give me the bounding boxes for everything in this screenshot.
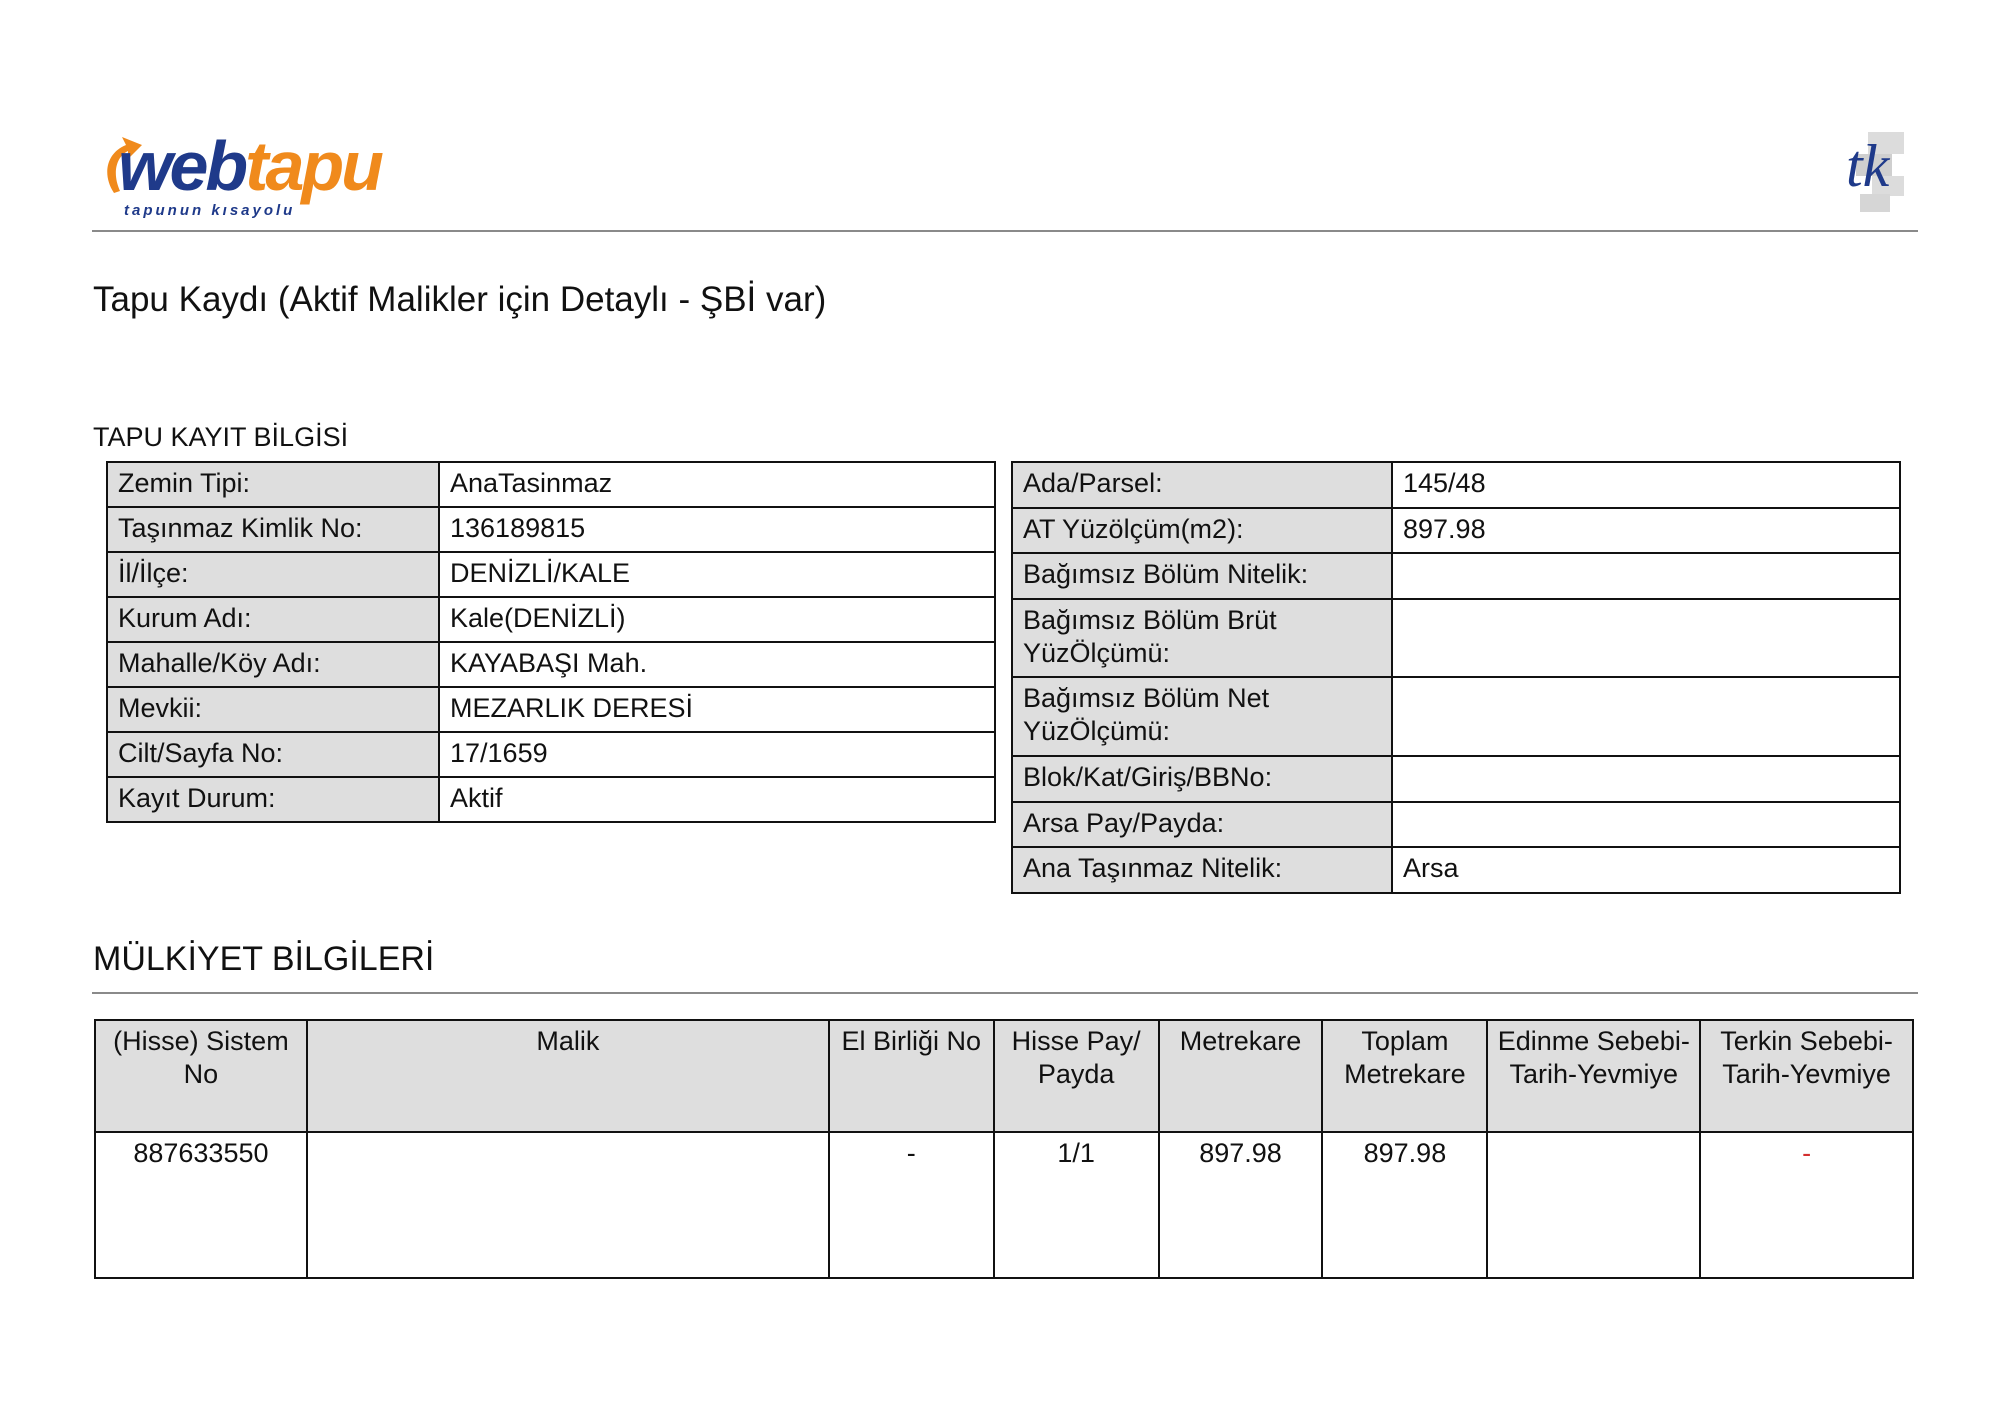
field-value: 145/48 (1391, 461, 1901, 509)
ownership-table: (Hisse) Sistem No Malik El Birliği No Hisse… (94, 1019, 1914, 1279)
arrow-icon (107, 137, 142, 193)
field-label: Taşınmaz Kimlik No: (106, 506, 440, 553)
field-label: Blok/Kat/Giriş/BBNo: (1011, 755, 1393, 803)
table-row: İl/İlçe: DENİZLİ/KALE (106, 551, 996, 598)
table-cell (1486, 1131, 1702, 1279)
table-row: Ana Taşınmaz Nitelik: Arsa (1011, 846, 1901, 894)
ownership-divider (92, 992, 1918, 994)
field-value: MEZARLIK DERESİ (438, 686, 996, 733)
tk-logo-icon (1856, 132, 1904, 212)
tapu-section-heading: TAPU KAYIT BİLGİSİ (93, 422, 349, 452)
table-cell: 887633550 (94, 1131, 308, 1279)
field-value: 897.98 (1391, 507, 1901, 554)
field-value (1391, 801, 1901, 848)
table-row: AT Yüzölçüm(m2): 897.98 (1011, 507, 1901, 554)
column-header: Hisse Pay/ Payda (992, 1019, 1160, 1133)
table-row: Arsa Pay/Payda: (1011, 801, 1901, 848)
field-label: Kurum Adı: (106, 596, 440, 643)
table-row: Bağımsız Bölüm Nitelik: (1011, 552, 1901, 600)
table-row: Zemin Tipi: AnaTasinmaz (106, 461, 996, 508)
field-label: Mahalle/Köy Adı: (106, 641, 440, 688)
column-header: El Birliği No (827, 1019, 995, 1133)
field-label: Arsa Pay/Payda: (1011, 801, 1393, 848)
tk-logo: tk (1842, 128, 1908, 216)
table-cell: 897.98 (1157, 1131, 1324, 1279)
field-label: Ana Taşınmaz Nitelik: (1011, 846, 1393, 894)
field-value: Aktif (438, 776, 996, 823)
table-row: Bağımsız Bölüm Net YüzÖlçümü: (1011, 676, 1901, 757)
field-label: Zemin Tipi: (106, 461, 440, 508)
field-value: KAYABAŞI Mah. (438, 641, 996, 688)
header-divider (92, 230, 1918, 232)
field-value: Arsa (1391, 846, 1901, 894)
column-header: (Hisse) Sistem No (94, 1019, 308, 1133)
table-row: Mevkii: MEZARLIK DERESİ (106, 686, 996, 733)
field-value: 136189815 (438, 506, 996, 553)
table-row: Cilt/Sayfa No: 17/1659 (106, 731, 996, 778)
table-row: Mahalle/Köy Adı: KAYABAŞI Mah. (106, 641, 996, 688)
table-row: 887633550-1/1 897.98 897.98- (94, 1131, 1914, 1279)
field-value: DENİZLİ/KALE (438, 551, 996, 598)
field-label: Bağımsız Bölüm Net YüzÖlçümü: (1011, 676, 1393, 757)
field-label: İl/İlçe: (106, 551, 440, 598)
field-label: Bağımsız Bölüm Brüt YüzÖlçümü: (1011, 598, 1393, 678)
column-header: Malik (305, 1019, 830, 1133)
table-row: Ada/Parsel: 145/48 (1011, 461, 1901, 509)
table-cell: 897.98 (1321, 1131, 1489, 1279)
field-label: Bağımsız Bölüm Nitelik: (1011, 552, 1393, 600)
field-label: Kayıt Durum: (106, 776, 440, 823)
field-value (1391, 552, 1901, 600)
table-row: Kayıt Durum: Aktif (106, 776, 996, 823)
field-value (1391, 598, 1901, 678)
table-row: Kurum Adı: Kale(DENİZLİ) (106, 596, 996, 643)
table-row: Blok/Kat/Giriş/BBNo: (1011, 755, 1901, 803)
table-row: Bağımsız Bölüm Brüt YüzÖlçümü: (1011, 598, 1901, 678)
tapu-left-table: Zemin Tipi: AnaTasinmaz Taşınmaz Kimlik No… (106, 461, 996, 823)
table-cell: - (1699, 1131, 1914, 1279)
field-label: Cilt/Sayfa No: (106, 731, 440, 778)
field-value: AnaTasinmaz (438, 461, 996, 508)
table-cell (305, 1131, 830, 1279)
field-label: Ada/Parsel: (1011, 461, 1393, 509)
column-header: Toplam Metrekare (1321, 1019, 1489, 1133)
table-cell: 1/1 (992, 1131, 1160, 1279)
ownership-heading: MÜLKİYET BİLGİLERİ (93, 940, 435, 978)
field-value (1391, 755, 1901, 803)
table-row: Taşınmaz Kimlik No: 136189815 (106, 506, 996, 553)
column-header: Terkin Sebebi-Tarih-Yevmiye (1699, 1019, 1914, 1133)
tapu-right-table: Ada/Parsel: 145/48 AT Yüzölçüm(m2): 897.98 B… (1011, 461, 1901, 894)
field-label: AT Yüzölçüm(m2): (1011, 507, 1393, 554)
column-header: Edinme Sebebi-Tarih-Yevmiye (1486, 1019, 1702, 1133)
page-title: Tapu Kaydı (Aktif Malikler için Detaylı … (93, 280, 827, 319)
field-value (1391, 676, 1901, 757)
webtapu-logo: webtapu tapunun kısayolu (98, 127, 398, 225)
field-value: Kale(DENİZLİ) (438, 596, 996, 643)
column-header: Metrekare (1157, 1019, 1324, 1133)
field-label: Mevkii: (106, 686, 440, 733)
field-value: 17/1659 (438, 731, 996, 778)
table-cell: - (827, 1131, 995, 1279)
